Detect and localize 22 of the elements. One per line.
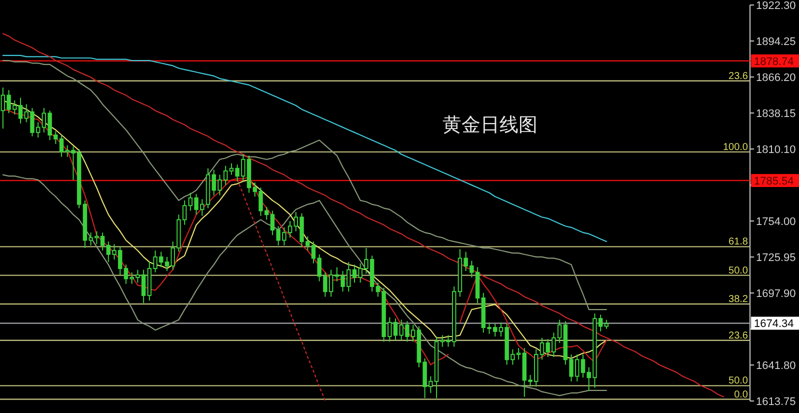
annotation: 23.6: [728, 330, 748, 342]
annotation: 38.2: [728, 294, 748, 306]
title: 黄金日线图: [442, 114, 538, 136]
y-tick-label: 1810.10: [756, 144, 796, 156]
annotation: 23.6: [728, 70, 748, 82]
ref-line-label: 1785.54: [754, 176, 794, 188]
y-tick-label: 1725.95: [756, 252, 796, 264]
y-tick-label: 1697.90: [756, 288, 796, 300]
y-tick-label: 1866.20: [756, 72, 796, 84]
y-tick-label: 1641.80: [756, 360, 796, 372]
ref-line-label: 1674.34: [754, 318, 794, 330]
annotation: 0.0: [734, 389, 748, 400]
annotation: 50.0: [728, 376, 748, 387]
y-tick-label: 1838.15: [756, 108, 796, 120]
annotation: 61.8: [728, 236, 748, 248]
annotation: 100.0: [722, 142, 748, 153]
y-tick-label: 1894.25: [756, 36, 796, 48]
y-tick-label: 1922.30: [756, 0, 796, 12]
y-tick-label: 1613.75: [756, 396, 796, 408]
ref-line-label: 1878.74: [754, 56, 794, 68]
y-tick-label: 1754.00: [756, 216, 796, 228]
annotation: 50.0: [728, 265, 748, 276]
